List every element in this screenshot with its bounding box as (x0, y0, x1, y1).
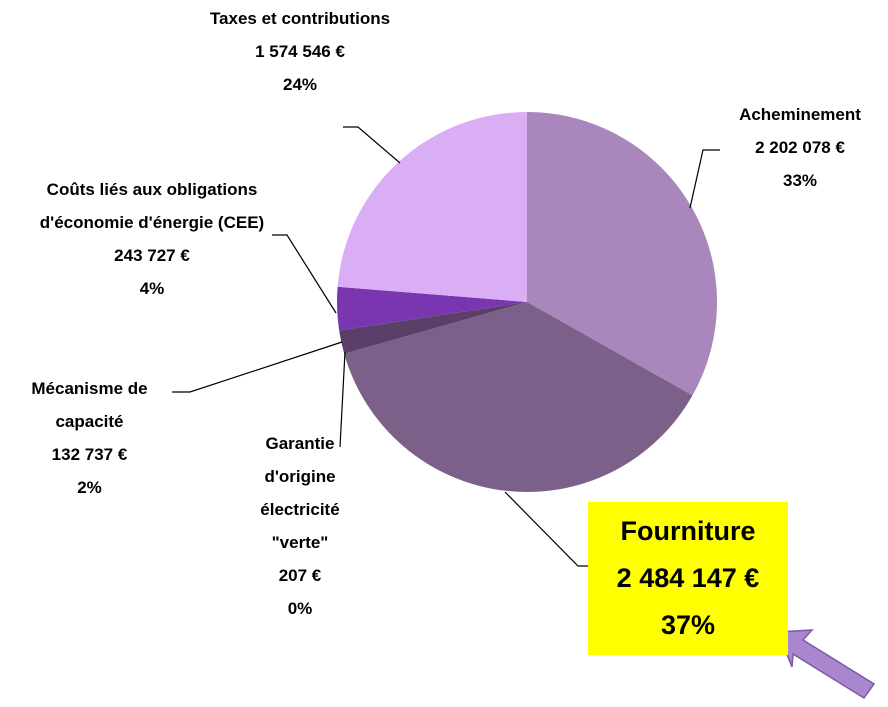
slice-value: 2 202 078 € (755, 138, 845, 157)
slice-value: 243 727 € (114, 246, 190, 265)
slice-label: Mécanisme de capacité 132 737 € 2% (2, 372, 177, 504)
slice-label: Acheminement 2 202 078 € 33% (710, 98, 888, 197)
leader-line (339, 351, 346, 448)
pie-slice (344, 302, 693, 493)
slice-label: Garantie d'origine électricité "verte" 20… (240, 427, 360, 625)
slice-name: Taxes et contributions (209, 9, 391, 28)
slice-name: Acheminement (739, 105, 861, 124)
slice-label: Coûts liés aux obligations d'économie d'… (2, 173, 302, 305)
arrow (776, 629, 876, 700)
pie-slice (337, 286, 527, 331)
slice-label: Fourniture 2 484 147 € 37% (588, 502, 788, 655)
slice-value: 207 € (278, 566, 322, 585)
leader-line (172, 341, 343, 393)
slice-percent: 4% (139, 279, 165, 298)
slice-percent: 33% (782, 171, 818, 190)
leader-lines (172, 126, 720, 567)
pie-slice (339, 302, 527, 354)
pie-slice (527, 112, 717, 396)
slice-name: Coûts liés aux obligations d'économie d'… (39, 180, 265, 232)
slice-percent: 37% (660, 610, 716, 640)
slice-label: Taxes et contributions 1 574 546 € 24% (200, 2, 400, 101)
slice-value: 1 574 546 € (255, 42, 345, 61)
slice-percent: 2% (77, 478, 102, 497)
slice-value: 132 737 € (51, 445, 128, 464)
leader-line (343, 126, 401, 164)
leader-line (272, 234, 337, 314)
pie-slice (344, 302, 527, 354)
slice-name: Fourniture (620, 516, 756, 546)
slice-name: Mécanisme de capacité (31, 379, 148, 431)
leader-line (504, 491, 590, 567)
leader-line (689, 149, 720, 209)
slice-value: 2 484 147 € (616, 563, 760, 593)
pie-slice (337, 112, 527, 302)
slice-name: Garantie d'origine électricité "verte" (260, 434, 340, 552)
slice-percent: 24% (282, 75, 318, 94)
slice-percent: 0% (287, 599, 313, 618)
wedges (337, 112, 717, 493)
